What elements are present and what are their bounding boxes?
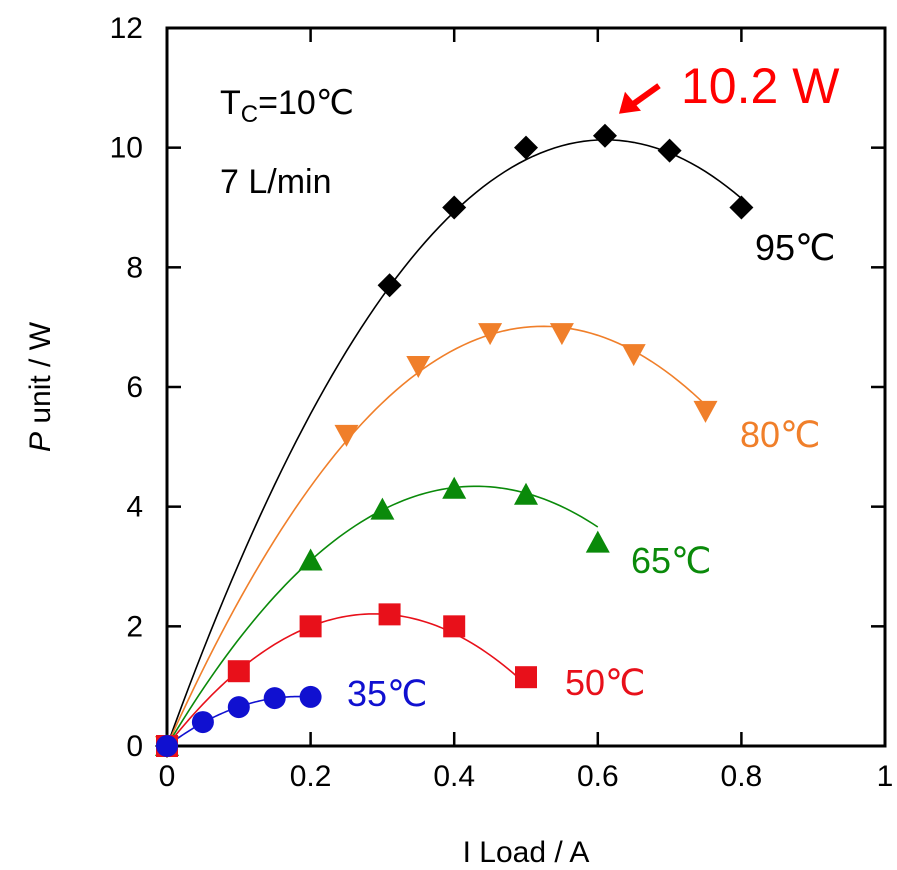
data-point xyxy=(334,424,359,447)
y-axis-title-italic: P xyxy=(24,432,57,452)
series-label: 50℃ xyxy=(565,662,645,703)
fit-line xyxy=(166,613,527,747)
condition-t-subscript: C xyxy=(241,101,258,128)
data-point xyxy=(515,666,537,689)
data-point xyxy=(442,476,467,499)
condition-temperature: TC=10℃ xyxy=(220,84,354,128)
series-label: 65℃ xyxy=(631,540,711,581)
condition-flow: 7 L/min xyxy=(220,163,332,201)
data-point xyxy=(378,603,401,626)
x-tick-label: 0.8 xyxy=(721,760,763,793)
x-tick-label: 0 xyxy=(159,760,176,793)
fit-lines xyxy=(166,139,742,747)
series-label: 95℃ xyxy=(755,227,835,268)
peak-arrow-head xyxy=(618,91,641,114)
y-tick-label: 10 xyxy=(110,132,143,165)
data-point xyxy=(370,497,395,520)
y-axis-title-rest: unit / W xyxy=(24,321,57,432)
fit-line xyxy=(166,325,707,747)
data-point xyxy=(442,195,467,220)
peak-annotation: 10.2 W xyxy=(618,58,840,114)
x-tick-label: 0.6 xyxy=(577,760,619,793)
peak-arrow-shaft xyxy=(629,83,661,109)
fit-line xyxy=(166,139,742,747)
data-point xyxy=(478,323,503,346)
y-axis-title: P unit / W xyxy=(24,321,57,452)
data-point xyxy=(156,735,178,757)
y-tick-label: 8 xyxy=(126,251,143,284)
data-point xyxy=(406,356,431,379)
series-labels: 95℃ 80℃ 65℃ 50℃ 35℃ xyxy=(347,227,835,714)
data-point xyxy=(299,615,322,638)
data-point xyxy=(729,195,754,220)
x-axis-title: I Load / A xyxy=(463,836,590,869)
data-point xyxy=(549,323,574,346)
condition-t-value: =10℃ xyxy=(258,84,354,122)
series-label: 80℃ xyxy=(740,414,820,455)
y-tick-label: 6 xyxy=(126,371,143,404)
series-label: 35℃ xyxy=(347,673,427,714)
data-point xyxy=(227,660,250,683)
x-tick-label: 0.2 xyxy=(290,760,332,793)
data-point xyxy=(514,135,538,160)
y-tick-label: 12 xyxy=(110,12,143,45)
data-point xyxy=(585,530,610,553)
data-point xyxy=(263,687,286,710)
data-point xyxy=(191,711,214,734)
data-point xyxy=(377,273,402,298)
data-point xyxy=(227,696,250,719)
x-tick-label: 1 xyxy=(877,760,894,793)
data-point xyxy=(299,685,322,708)
data-markers xyxy=(155,123,754,758)
y-tick-label: 4 xyxy=(126,491,143,524)
data-point xyxy=(514,482,538,505)
y-tick-label: 2 xyxy=(126,610,143,643)
data-point xyxy=(443,615,466,638)
data-point xyxy=(621,344,646,367)
y-tick-label: 0 xyxy=(126,730,143,763)
peak-value-label: 10.2 W xyxy=(681,58,840,114)
x-tick-label: 0.4 xyxy=(433,760,475,793)
condition-t: T xyxy=(220,84,241,122)
data-point xyxy=(693,400,718,423)
data-point xyxy=(298,548,323,571)
data-point xyxy=(592,123,617,148)
data-point xyxy=(657,138,682,163)
